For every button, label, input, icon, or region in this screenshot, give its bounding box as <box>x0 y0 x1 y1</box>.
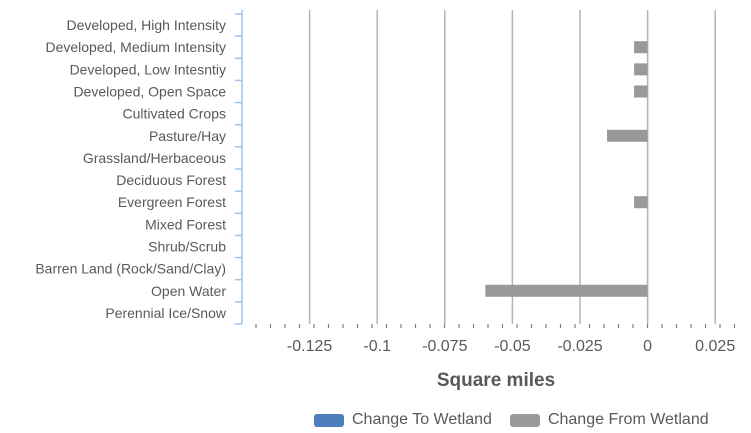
bars <box>485 41 648 297</box>
category-label: Developed, High Intensity <box>66 17 226 33</box>
category-label: Grassland/Herbaceous <box>83 150 226 166</box>
bar-from-wetland <box>634 63 648 76</box>
bar-from-wetland <box>634 41 648 54</box>
category-label: Pasture/Hay <box>149 128 226 144</box>
bar-from-wetland <box>485 284 648 297</box>
legend-label-to-wetland: Change To Wetland <box>352 411 492 428</box>
x-tick-label: 0 <box>643 338 652 355</box>
category-label: Developed, Medium Intensity <box>45 39 226 55</box>
category-label: Mixed Forest <box>145 216 226 232</box>
x-axis-title: Square miles <box>437 370 555 391</box>
category-label: Deciduous Forest <box>116 172 226 188</box>
bar-from-wetland <box>607 129 648 142</box>
category-label: Evergreen Forest <box>118 194 226 210</box>
category-label: Shrub/Scrub <box>148 239 226 255</box>
legend-item-to-wetland: Change To Wetland <box>314 411 492 429</box>
category-labels: Developed, High Intensity Developed, Medi… <box>35 17 227 321</box>
x-tick-label: -0.075 <box>422 338 467 355</box>
legend-item-from-wetland: Change From Wetland <box>509 411 709 429</box>
category-axis <box>235 10 736 328</box>
x-tick-label: -0.025 <box>557 338 602 355</box>
bar-from-wetland <box>634 85 648 98</box>
x-tick-label: 0.025 <box>695 338 735 355</box>
legend-swatch-from-wetland <box>509 413 540 427</box>
category-label: Open Water <box>151 283 226 299</box>
legend-label-from-wetland: Change From Wetland <box>547 411 709 428</box>
x-tick-labels: -0.125 -0.1 -0.075 -0.05 -0.025 0 0.025 <box>287 338 735 355</box>
x-tick-label: -0.05 <box>494 338 531 355</box>
legend: Change To Wetland Change From Wetland <box>314 408 709 432</box>
gridlines <box>308 10 716 324</box>
category-label: Developed, Low Intesntiy <box>70 61 226 77</box>
category-label: Developed, Open Space <box>73 84 226 100</box>
x-tick-label: -0.1 <box>363 338 391 355</box>
category-label: Cultivated Crops <box>123 106 227 122</box>
x-tick-label: -0.125 <box>287 338 332 355</box>
category-label: Perennial Ice/Snow <box>105 305 227 321</box>
category-label: Barren Land (Rock/Sand/Clay) <box>35 261 226 277</box>
bar-from-wetland <box>634 196 648 209</box>
legend-swatch-to-wetland <box>314 413 344 427</box>
